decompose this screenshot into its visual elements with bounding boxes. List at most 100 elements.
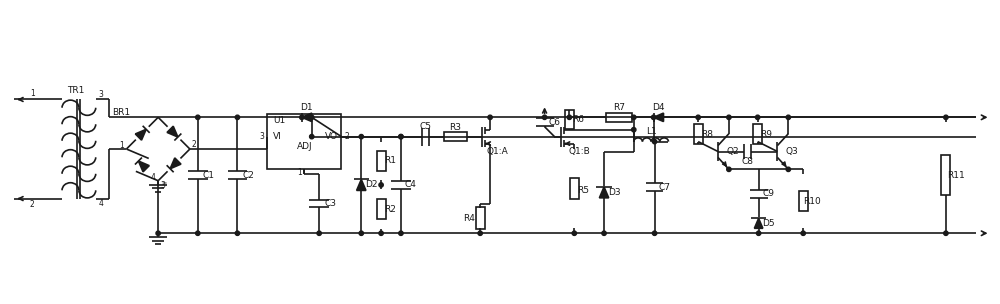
Circle shape [727, 115, 731, 119]
Polygon shape [135, 129, 146, 140]
Text: D3: D3 [608, 188, 620, 197]
Circle shape [756, 231, 761, 235]
Text: C1: C1 [203, 171, 215, 180]
Circle shape [786, 167, 791, 171]
Text: VI: VI [273, 132, 281, 141]
Text: ADJ: ADJ [296, 142, 312, 151]
Circle shape [801, 231, 805, 235]
Circle shape [755, 115, 760, 119]
Circle shape [156, 231, 160, 235]
Text: C5: C5 [420, 122, 432, 131]
Text: D4: D4 [652, 103, 665, 112]
Text: C9: C9 [763, 189, 775, 199]
Circle shape [310, 115, 314, 119]
Text: R4: R4 [463, 214, 475, 223]
Bar [444, 132, 467, 141]
Circle shape [399, 231, 403, 235]
Circle shape [379, 231, 383, 235]
Circle shape [651, 115, 656, 119]
Text: 1: 1 [119, 140, 124, 150]
Text: R3: R3 [449, 123, 461, 132]
Text: =: = [161, 182, 167, 187]
Bar [799, 192, 808, 211]
Circle shape [727, 167, 731, 171]
Text: VO: VO [325, 132, 338, 141]
Polygon shape [138, 161, 149, 172]
Circle shape [786, 115, 791, 119]
Circle shape [944, 115, 948, 119]
Circle shape [399, 134, 403, 139]
Bar [606, 113, 632, 122]
Text: Q1:A: Q1:A [486, 147, 508, 156]
Text: 3: 3 [98, 90, 103, 99]
Circle shape [399, 134, 403, 139]
Text: C4: C4 [405, 181, 417, 189]
Text: 2: 2 [30, 200, 35, 209]
Text: BR1: BR1 [112, 108, 131, 117]
Circle shape [235, 115, 240, 119]
Circle shape [310, 134, 314, 139]
Polygon shape [599, 187, 609, 198]
Text: D5: D5 [762, 219, 775, 228]
Text: C2: C2 [242, 171, 254, 180]
Text: 2: 2 [344, 132, 349, 141]
Circle shape [379, 183, 383, 187]
Text: C7: C7 [658, 183, 670, 192]
Text: R10: R10 [803, 197, 821, 206]
Circle shape [602, 231, 606, 235]
Text: C8: C8 [742, 157, 754, 166]
Text: 4: 4 [151, 173, 156, 182]
Circle shape [359, 134, 363, 139]
Polygon shape [654, 113, 663, 122]
Text: R6: R6 [572, 115, 584, 124]
Circle shape [196, 115, 200, 119]
Circle shape [300, 115, 304, 119]
Polygon shape [357, 179, 366, 190]
Polygon shape [167, 126, 178, 137]
Text: Q1:B: Q1:B [568, 147, 590, 156]
Circle shape [696, 115, 700, 119]
Text: 2: 2 [191, 140, 196, 149]
Circle shape [567, 115, 572, 119]
Text: 3: 3 [260, 132, 265, 141]
Circle shape [652, 231, 657, 235]
Circle shape [359, 231, 363, 235]
Circle shape [317, 231, 321, 235]
Bar [565, 110, 574, 130]
Bar [941, 155, 950, 195]
Circle shape [944, 231, 948, 235]
Circle shape [632, 115, 636, 119]
Bar [476, 208, 485, 229]
Polygon shape [754, 218, 763, 228]
Text: R7: R7 [613, 103, 625, 112]
Text: Q2: Q2 [727, 147, 739, 156]
Bar [267, 114, 341, 169]
Bar [694, 124, 703, 144]
Text: L1: L1 [646, 127, 656, 136]
Text: C6: C6 [548, 118, 560, 126]
Polygon shape [302, 113, 312, 122]
Bar [377, 151, 386, 171]
Bar [570, 178, 579, 199]
Bar [377, 199, 386, 219]
Text: C3: C3 [324, 199, 336, 208]
Circle shape [488, 115, 492, 119]
Text: R1: R1 [384, 156, 396, 165]
Circle shape [652, 140, 657, 144]
Text: 1: 1 [297, 168, 302, 177]
Circle shape [542, 115, 547, 119]
Text: D1: D1 [300, 103, 313, 112]
Text: R9: R9 [761, 130, 773, 139]
Bar [753, 124, 762, 144]
Text: 4: 4 [98, 199, 103, 208]
Text: TR1: TR1 [67, 86, 85, 95]
Circle shape [632, 127, 636, 132]
Text: D2: D2 [365, 181, 377, 189]
Circle shape [235, 231, 240, 235]
Text: R5: R5 [577, 186, 589, 195]
Text: U1: U1 [273, 116, 285, 125]
Text: R2: R2 [384, 205, 396, 214]
Polygon shape [170, 158, 181, 169]
Text: 3: 3 [161, 181, 166, 190]
Text: R11: R11 [947, 171, 965, 180]
